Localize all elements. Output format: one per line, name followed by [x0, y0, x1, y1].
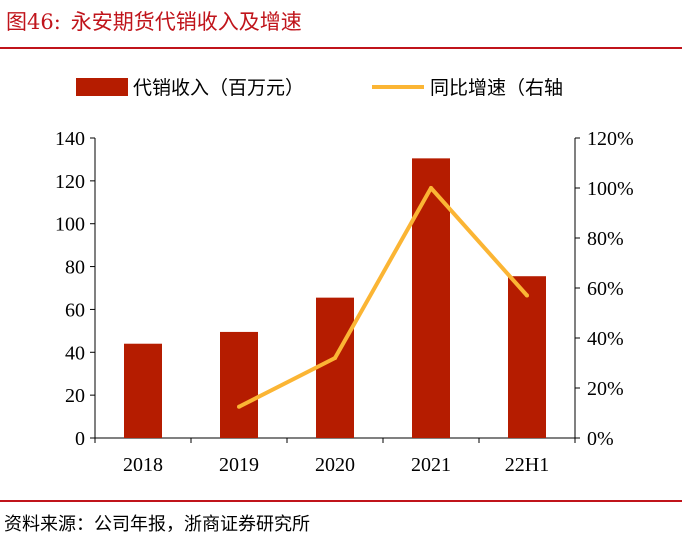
legend-line-label: 同比增速（右轴: [430, 77, 563, 99]
bar-2020: [316, 297, 354, 438]
bottom-divider: [0, 500, 682, 502]
bar-2018: [124, 343, 162, 438]
figure-title-text: 永安期货代销收入及增速: [70, 10, 302, 34]
bar-series: [124, 158, 546, 438]
left-axis-tick-label: 140: [55, 128, 85, 150]
left-axis-tick-label: 100: [55, 214, 85, 236]
right-axis-tick-label: 0%: [587, 428, 614, 450]
growth-point-2020: [333, 356, 337, 360]
x-axis-tick-label: 2020: [315, 454, 355, 476]
figure-title: 图46: 永安期货代销收入及增速: [6, 6, 302, 36]
right-axis-tick-label: 60%: [587, 278, 624, 300]
x-axis-tick-label: 2021: [411, 454, 451, 476]
growth-point-2019: [237, 404, 241, 409]
x-axis-tick-label: 22H1: [505, 454, 549, 476]
growth-line: [238, 186, 529, 409]
left-axis-tick-label: 120: [55, 171, 85, 193]
left-axis-tick-label: 0: [75, 428, 85, 450]
growth-line-series: [237, 186, 529, 409]
right-axis-tick-label: 20%: [587, 378, 624, 400]
growth-point-22H1: [525, 293, 529, 298]
right-axis-tick-label: 120%: [587, 128, 634, 150]
source-note: 资料来源：公司年报，浙商证券研究所: [4, 514, 310, 535]
left-axis-tick-label: 20: [65, 385, 85, 407]
left-axis-tick-label: 60: [65, 299, 85, 321]
left-axis-tick-label: 80: [65, 257, 85, 279]
bar-22H1: [508, 276, 546, 438]
right-axis-tick-label: 80%: [587, 228, 624, 250]
figure-number: 图46:: [6, 10, 61, 34]
right-axis-tick-label: 100%: [587, 178, 634, 200]
left-axis-tick-label: 40: [65, 342, 85, 364]
legend-bar-swatch: [76, 78, 128, 96]
legend: 代销收入（百万元） 同比增速（右轴: [76, 77, 563, 99]
growth-point-2021: [429, 186, 433, 190]
x-axis-tick-label: 2019: [219, 454, 259, 476]
x-axis-tick-label: 2018: [123, 454, 163, 476]
axes: 0 20 40 60 80 100 120 140 0% 20% 40% 60% 80% 100% 120%…: [55, 128, 634, 476]
top-divider: [0, 47, 682, 49]
bar-2019: [220, 331, 258, 438]
right-axis-tick-label: 40%: [587, 328, 624, 350]
legend-bar-label: 代销收入（百万元）: [133, 77, 304, 99]
